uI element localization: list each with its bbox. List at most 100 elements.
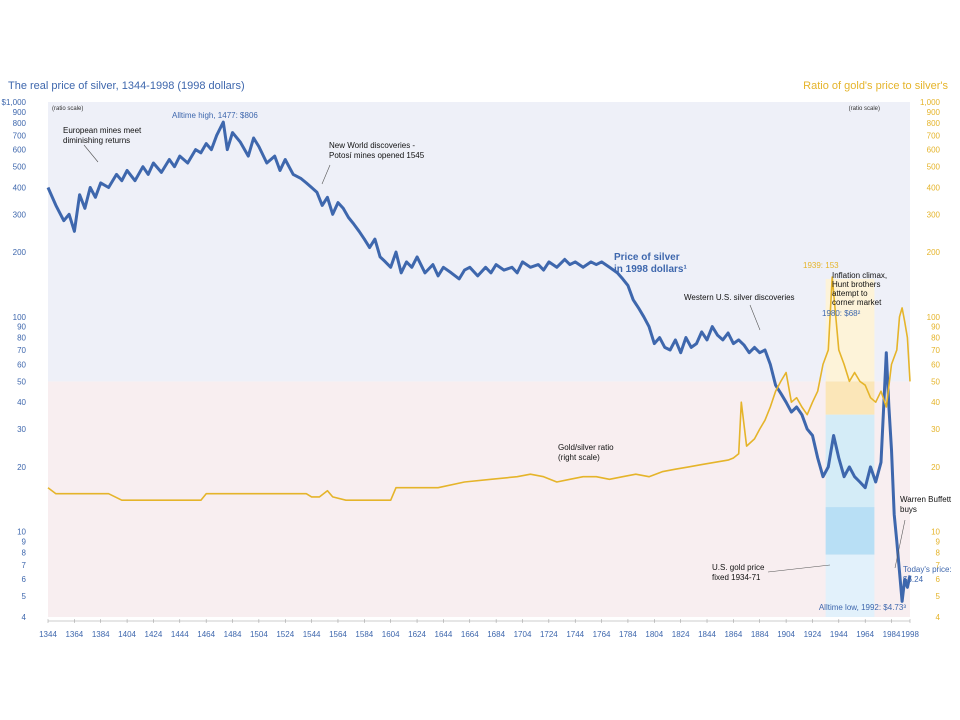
annotation-ratio-label: Gold/silver ratio (right scale)	[558, 443, 614, 462]
left-tick-label: 600	[13, 146, 27, 155]
right-tick-label: 20	[931, 463, 940, 472]
annotation-1980-price: 1980: $68²	[822, 309, 861, 318]
left-tick-label: 800	[13, 119, 27, 128]
x-tick-label: 1924	[804, 630, 822, 639]
right-tick-label: 60	[931, 360, 940, 369]
gold-fixed-band-amber	[825, 381, 875, 415]
right-tick-label: 8	[936, 548, 941, 557]
background-band-lower	[48, 381, 910, 617]
right-tick-label: 900	[927, 108, 941, 117]
annotation-new-world: New World discoveries -Potosí mines open…	[329, 141, 425, 160]
chart-title-right: Ratio of gold's price to silver's	[803, 80, 948, 92]
left-tick-label: 5	[22, 592, 27, 601]
x-tick-label: 1764	[593, 630, 611, 639]
x-tick-label: 1744	[566, 630, 584, 639]
left-tick-label: 70	[17, 346, 26, 355]
x-tick-label: 1998	[901, 630, 919, 639]
x-tick-label: 1784	[619, 630, 637, 639]
left-tick-label: 40	[17, 398, 26, 407]
left-tick-label: 900	[13, 108, 27, 117]
annotation-1939-peak: 1939: 153	[803, 261, 839, 270]
x-tick-label: 1584	[355, 630, 373, 639]
x-tick-label: 1704	[514, 630, 532, 639]
left-tick-label: 500	[13, 163, 27, 172]
right-tick-label: 600	[927, 146, 941, 155]
right-tick-label: 9	[936, 537, 941, 546]
chart-title-left: The real price of silver, 1344-1998 (199…	[8, 80, 245, 92]
x-tick-label: 1904	[777, 630, 795, 639]
left-tick-label: 9	[22, 537, 27, 546]
right-tick-label: 50	[931, 377, 940, 386]
annotation-pointer	[83, 144, 99, 163]
right-tick-label: 1,000	[920, 98, 941, 107]
x-tick-label: 1484	[224, 630, 242, 639]
annotation-alltime-high: Alltime high, 1477: $806	[172, 111, 258, 120]
x-tick-label: 1524	[276, 630, 294, 639]
x-tick-label: 1804	[645, 630, 663, 639]
x-tick-label: 1544	[303, 630, 321, 639]
right-tick-label: 10	[931, 528, 940, 537]
right-tick-label: 500	[927, 163, 941, 172]
x-tick-label: 1664	[461, 630, 479, 639]
x-tick-label: 1444	[171, 630, 189, 639]
right-tick-label: 80	[931, 334, 940, 343]
background-band-upper	[48, 102, 910, 382]
right-axis-note: (ratio scale)	[849, 106, 880, 112]
x-tick-label: 1684	[487, 630, 505, 639]
left-tick-label: 20	[17, 463, 26, 472]
annotation-todays-price: Today's price: $6.24	[903, 565, 952, 584]
right-tick-label: 40	[931, 398, 940, 407]
left-tick-label: 80	[17, 334, 26, 343]
x-tick-label: 1624	[408, 630, 426, 639]
gold-fixed-band-pale	[825, 554, 875, 617]
left-tick-label: 90	[17, 323, 26, 332]
x-tick-label: 1424	[145, 630, 163, 639]
x-tick-label: 1864	[724, 630, 742, 639]
x-tick-label: 1604	[382, 630, 400, 639]
annotation-pointer	[321, 164, 331, 185]
left-tick-label: 8	[22, 548, 27, 557]
x-tick-label: 1844	[698, 630, 716, 639]
right-tick-label: 5	[936, 592, 941, 601]
left-tick-label: 200	[13, 248, 27, 257]
x-tick-label: 1644	[435, 630, 453, 639]
left-tick-label: 10	[17, 528, 26, 537]
left-tick-label: 30	[17, 425, 26, 434]
x-tick-label: 1384	[92, 630, 110, 639]
x-tick-label: 1984	[883, 630, 901, 639]
annotation-warren-buffett: Warren Buffett buys	[900, 495, 952, 514]
left-tick-label: 7	[22, 561, 27, 570]
right-tick-label: 70	[931, 346, 940, 355]
x-tick-label: 1564	[329, 630, 347, 639]
gold-silver-ratio-line	[47, 276, 911, 501]
left-tick-label: 50	[17, 377, 26, 386]
right-tick-label: 800	[927, 119, 941, 128]
x-tick-label: 1504	[250, 630, 268, 639]
left-axis-note: (ratio scale)	[52, 106, 83, 112]
x-tick-label: 1344	[39, 630, 57, 639]
x-tick-label: 1964	[856, 630, 874, 639]
annotation-us-gold-fixed: U.S. gold price fixed 1934-71	[712, 563, 765, 582]
left-tick-label: 300	[13, 210, 27, 219]
x-tick-label: 1824	[672, 630, 690, 639]
annotation-alltime-low: Alltime low, 1992: $4.73³	[819, 603, 906, 612]
right-tick-label: 200	[927, 248, 941, 257]
left-tick-label: 100	[13, 313, 27, 322]
x-tick-label: 1884	[751, 630, 769, 639]
annotation-inflation-climax: Inflation climax, Hunt brothers attempt to…	[832, 271, 887, 307]
x-tick-label: 1944	[830, 630, 848, 639]
x-tick-label: 1404	[118, 630, 136, 639]
annotation-pointer	[767, 564, 831, 573]
right-tick-label: 30	[931, 425, 940, 434]
left-tick-label: 700	[13, 131, 27, 140]
annotation-western-us: Western U.S. silver discoveries	[684, 293, 795, 302]
annotation-price-label: Price of silver in 1998 dollars¹	[614, 252, 687, 275]
left-tick-label: 6	[22, 575, 27, 584]
x-tick-label: 1464	[197, 630, 215, 639]
right-tick-label: 4	[936, 613, 941, 622]
right-tick-label: 700	[927, 131, 941, 140]
x-tick-label: 1364	[65, 630, 83, 639]
left-tick-label: $1,000	[2, 98, 27, 107]
right-tick-label: 7	[936, 561, 941, 570]
